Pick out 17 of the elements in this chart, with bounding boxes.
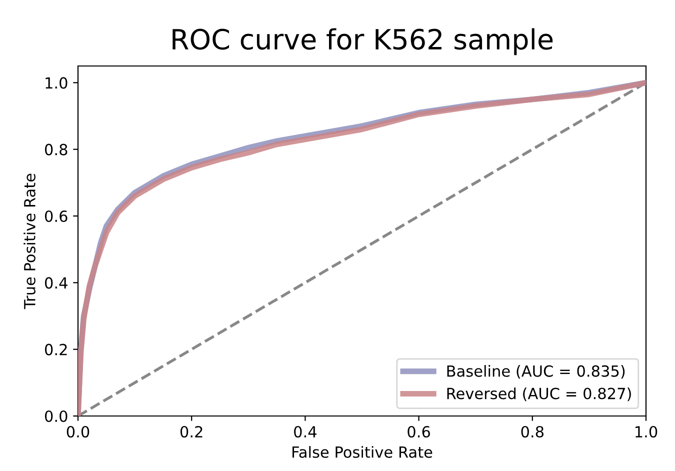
y-tick-label: 0.6 [44, 210, 68, 222]
x-tick-label: 0.0 [66, 426, 90, 438]
y-axis-title: True Positive Rate [24, 174, 36, 310]
legend-label: Reversed (AUC = 0.827) [447, 387, 631, 402]
x-tick-label: 0.2 [180, 426, 202, 438]
x-tick-label: 0.4 [294, 426, 316, 438]
y-tick-label: 0.2 [44, 344, 67, 356]
x-tick-label: 1.0 [636, 426, 658, 438]
y-tick-label: 0.0 [44, 410, 68, 422]
y-tick-label: 0.4 [44, 277, 68, 289]
legend-label: Baseline (AUC = 0.835) [447, 365, 625, 379]
x-tick-label: 0.8 [521, 426, 544, 438]
chart-title: ROC curve for K562 sample [172, 28, 553, 56]
y-tick-label: 1.0 [46, 77, 68, 89]
x-axis-title: False Positive Rate [292, 446, 432, 458]
x-tick-label: 0.6 [408, 426, 430, 438]
y-tick-label: 0.8 [44, 144, 68, 156]
